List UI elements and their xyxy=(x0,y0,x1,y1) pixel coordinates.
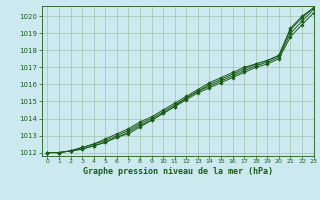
X-axis label: Graphe pression niveau de la mer (hPa): Graphe pression niveau de la mer (hPa) xyxy=(83,167,273,176)
